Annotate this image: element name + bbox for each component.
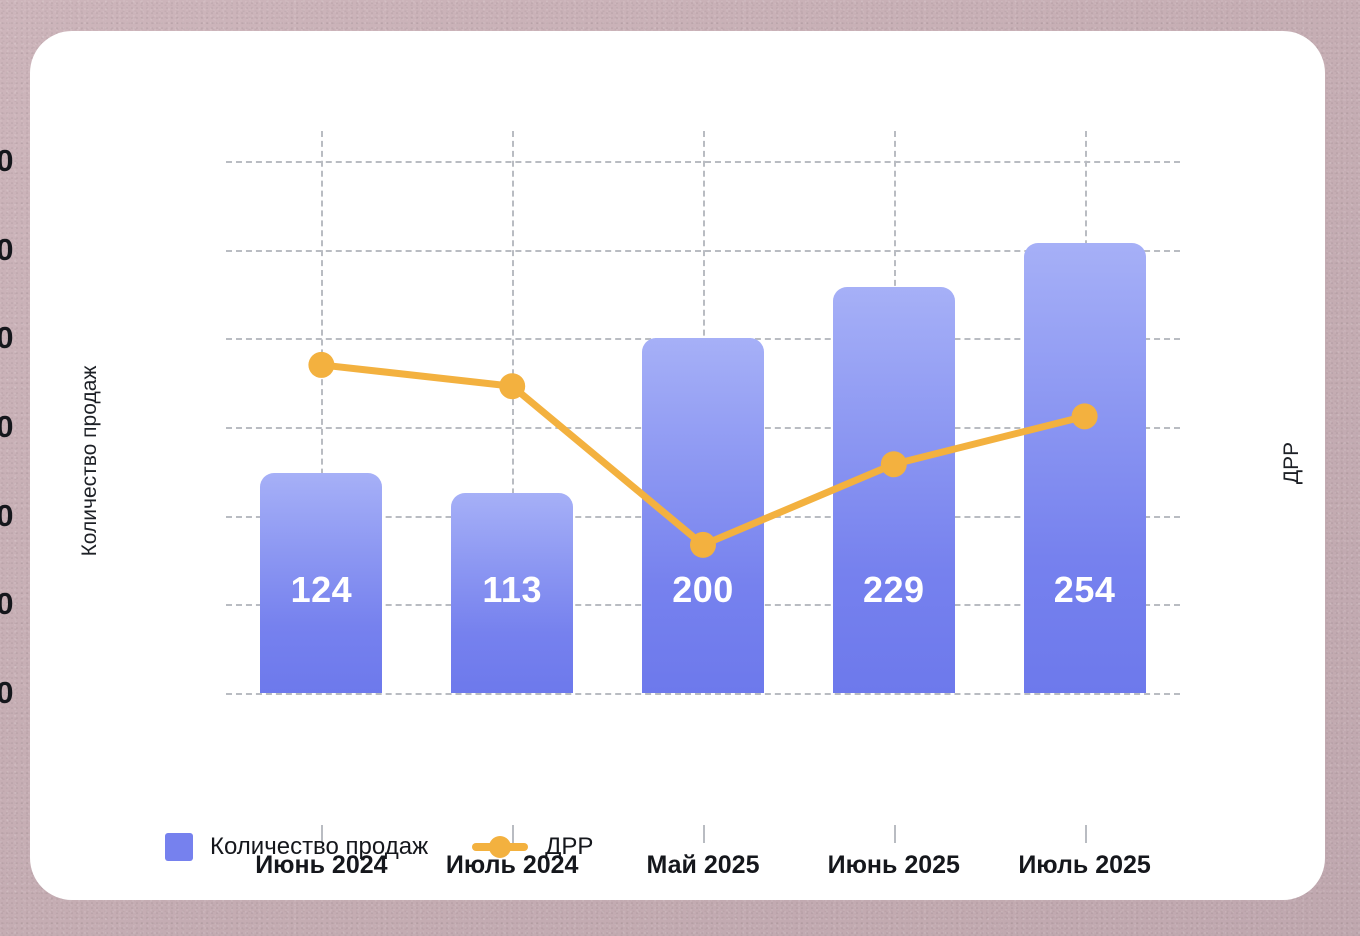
chart-card: Количество продаж ДРР 0 50 100 150 200 250 300… [0, 31, 1325, 900]
x-axis-tick-mark [893, 825, 896, 843]
y-axis-tick-label-left: 300 [0, 143, 14, 178]
legend-item-sales[interactable]: Количество продаж [165, 833, 428, 861]
y-axis-tick-label-left: 0 [0, 675, 14, 710]
x-axis-tick-label: Июнь 2025 [827, 851, 960, 879]
y-axis-tick-label-left: 250 [0, 231, 14, 267]
legend-swatch-icon [165, 833, 193, 861]
x-axis-tick-label: Май 2025 [646, 851, 760, 879]
legend-label-sales: Количество продаж [210, 833, 429, 860]
x-axis-tick-mark [703, 825, 705, 843]
bar[interactable]: 254 [1023, 242, 1146, 693]
x-axis-tick-label: Июль 2024 [445, 851, 579, 879]
x-axis-tick-label: Июль 2025 [1018, 851, 1151, 879]
bar[interactable]: 113 [451, 492, 574, 693]
legend-item-drr[interactable]: ДРР [472, 833, 593, 861]
bar-value-label: 229 [863, 569, 925, 610]
legend-label-drr: ДРР [545, 833, 594, 860]
x-axis-tick-mark [321, 825, 324, 843]
y-axis-tick-label-left: 200 [0, 320, 14, 356]
y-axis-tick-label-left: 150 [0, 409, 14, 444]
y-axis-tick-label-left: 100 [0, 497, 14, 533]
x-axis-tick-mark [1084, 825, 1087, 843]
legend-line-icon [472, 836, 529, 858]
y-axis-title-right: ДРР [1280, 441, 1303, 485]
bar[interactable]: 124 [260, 473, 383, 693]
bar[interactable]: 200 [642, 338, 764, 693]
bar-value-label: 113 [482, 569, 542, 610]
bar-value-label: 200 [672, 569, 734, 610]
y-axis-tick-label-left: 50 [0, 586, 14, 622]
chart-legend: Количество продаж ДРР [165, 833, 593, 861]
legend-dot-icon [489, 836, 512, 858]
x-axis-tick-mark [512, 825, 515, 843]
plot-area: 050100150200250300 0%10%20%30%40%50%60% … [0, 131, 1180, 879]
y-axis-title-left: Количество продаж [78, 365, 101, 557]
bar-value-label: 124 [290, 569, 353, 610]
x-axis-tick-label: Июнь 2024 [255, 851, 388, 879]
bar[interactable]: 229 [832, 286, 955, 693]
bar-value-label: 254 [1053, 569, 1116, 610]
gridline-horizontal [226, 693, 1180, 695]
